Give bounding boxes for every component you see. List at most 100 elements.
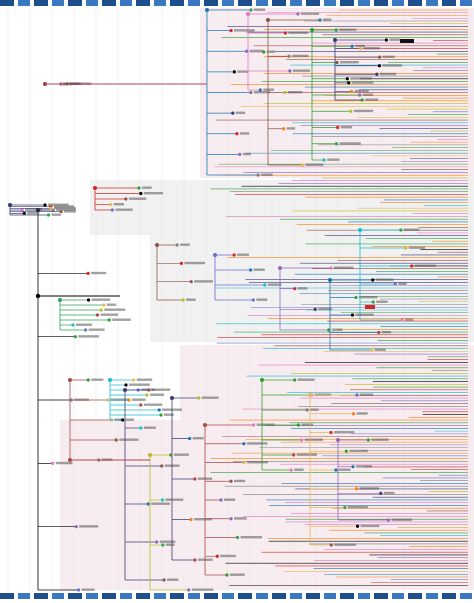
tip-label-glyph	[340, 126, 353, 129]
node-marker	[114, 438, 118, 442]
tip-label-glyph	[27, 211, 40, 215]
clade-node	[328, 278, 332, 282]
tip-label-glyph	[322, 18, 332, 21]
highlight-label-box	[365, 305, 375, 309]
top-ruler-band	[0, 0, 474, 6]
node-marker	[242, 442, 246, 446]
tip-label-glyph	[229, 573, 245, 576]
node-marker	[102, 303, 106, 307]
node-marker	[322, 158, 326, 162]
clade-node	[68, 378, 72, 382]
tip-label-glyph	[379, 72, 397, 76]
tip-label-glyph	[305, 163, 324, 166]
node-marker	[146, 502, 150, 506]
tip-label-glyph	[333, 266, 354, 269]
root-node	[35, 293, 41, 299]
clade-node	[278, 266, 282, 270]
node-marker	[355, 524, 360, 528]
tip-label-glyph	[79, 525, 99, 528]
tip-label-glyph	[301, 423, 313, 426]
node-marker	[336, 125, 340, 130]
node-marker	[283, 31, 287, 35]
tip-label-glyph	[235, 111, 246, 115]
node-marker	[160, 498, 165, 502]
node-marker	[242, 460, 246, 465]
node-marker	[256, 173, 260, 177]
tip-label-glyph	[113, 203, 125, 206]
node-marker	[162, 578, 166, 582]
tip-label-glyph	[180, 243, 190, 246]
tip-label-glyph	[191, 588, 214, 591]
node-marker	[193, 477, 197, 481]
clade-node	[58, 298, 62, 302]
node-marker	[179, 261, 184, 265]
tip-label-glyph	[143, 192, 164, 195]
node-marker	[187, 588, 191, 592]
clade-node	[155, 243, 159, 247]
node-marker	[145, 393, 149, 397]
node-marker	[49, 206, 53, 210]
node-marker	[359, 46, 363, 51]
tip-label-glyph	[78, 335, 100, 338]
node-marker	[351, 412, 356, 416]
node-marker	[175, 243, 179, 247]
node-marker	[329, 543, 333, 547]
node-marker	[161, 543, 165, 547]
tip-label-glyph	[288, 31, 309, 34]
clade-node	[8, 203, 12, 207]
node-marker	[232, 253, 236, 257]
tip-label-glyph	[382, 55, 395, 59]
node-marker	[349, 89, 354, 94]
tip-label-glyph	[141, 186, 152, 189]
node-marker	[51, 461, 55, 465]
node-marker	[305, 408, 309, 412]
lower-clade-node	[68, 458, 72, 462]
tip-label-glyph	[143, 426, 156, 429]
tip-label-glyph	[362, 93, 374, 96]
node-marker	[249, 90, 253, 95]
tip-label-glyph	[359, 487, 380, 490]
tip-label-glyph	[237, 253, 249, 256]
tip-label-glyph	[201, 396, 219, 399]
tip-label-glyph	[318, 307, 333, 311]
tip-label-glyph	[266, 50, 275, 53]
node-marker	[318, 18, 322, 22]
node-marker	[229, 29, 233, 33]
node-marker	[189, 517, 193, 522]
tip-label-glyph	[234, 29, 255, 32]
node-marker	[354, 487, 359, 491]
node-marker	[283, 90, 287, 95]
node-marker	[293, 287, 297, 291]
node-marker	[371, 300, 375, 304]
tip-label-glyph	[253, 91, 271, 94]
tip-label-glyph	[56, 208, 76, 211]
node-marker	[296, 12, 300, 16]
clade-node	[333, 38, 337, 42]
node-marker	[329, 266, 333, 270]
node-marker	[197, 396, 201, 400]
node-marker	[147, 388, 151, 392]
node-marker	[245, 49, 249, 53]
node-marker	[258, 88, 262, 92]
tip-label-glyph	[338, 468, 351, 471]
node-marker	[215, 554, 219, 558]
tip-label-glyph	[354, 89, 369, 93]
tip-label-glyph	[359, 393, 374, 396]
node-marker	[351, 465, 355, 469]
node-marker	[296, 423, 300, 427]
node-marker	[110, 208, 114, 212]
tip-label-glyph	[184, 261, 206, 265]
tip-label-glyph	[88, 328, 105, 331]
tip-label-glyph	[106, 303, 117, 306]
node-marker	[139, 191, 143, 196]
tip-label-glyph	[292, 69, 311, 72]
node-marker	[160, 464, 164, 468]
tip-label-glyph	[414, 264, 436, 267]
tip-label-glyph	[347, 506, 368, 509]
tip-label-glyph	[237, 70, 248, 73]
node-marker	[193, 558, 197, 562]
tip-label-glyph	[349, 449, 368, 453]
node-marker	[358, 93, 362, 97]
tip-label-glyph	[128, 383, 150, 386]
tip-label-glyph	[356, 412, 368, 415]
